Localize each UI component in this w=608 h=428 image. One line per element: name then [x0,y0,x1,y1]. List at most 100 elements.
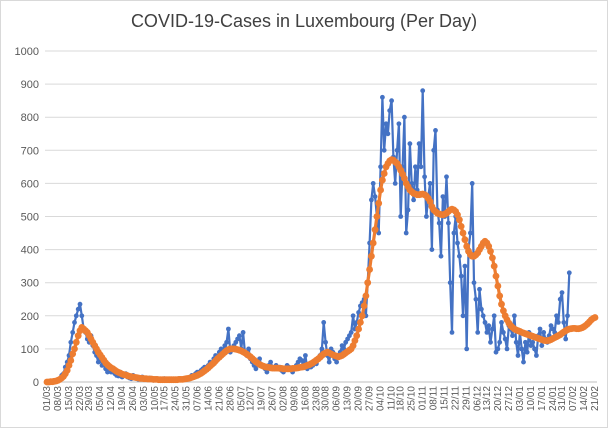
data-point [71,345,78,353]
data-point [373,213,381,220]
data-point [457,223,465,230]
data-point [70,330,76,335]
data-point [67,357,75,364]
data-point [477,286,482,292]
x-tick-label: 21/02 [590,386,601,411]
x-tick-label: 16/08 [300,386,311,411]
x-tick-label: 03/01 [515,386,526,411]
x-tick-label: 01/11 [418,386,429,411]
data-point [355,325,362,333]
data-point [371,226,379,234]
x-tick-label: 07/02 [568,386,579,411]
data-point [368,252,375,260]
data-point [264,369,270,375]
x-tick-label: 23/08 [311,386,322,411]
data-point [383,121,389,127]
data-point [471,280,477,286]
data-point [405,207,411,213]
data-point [369,197,374,203]
data-point [541,330,547,335]
data-point [490,262,498,270]
data-point [501,330,506,335]
data-point [353,332,361,340]
data-point [268,359,273,365]
data-point [436,220,442,226]
x-tick-label: 21/06 [214,386,225,411]
data-point [447,280,453,286]
data-point [504,346,510,352]
x-tick-label: 13/12 [482,386,493,411]
data-point [334,359,339,365]
x-tick-label: 26/07 [267,386,278,411]
series-moving-average [43,156,599,386]
x-tick-label: 04/10 [376,386,387,411]
data-point [446,220,451,226]
data-point [394,147,400,153]
data-point [323,339,328,345]
x-tick-label: 25/10 [407,386,418,411]
x-tick-label: 11/10 [387,386,398,411]
data-point [591,314,599,321]
data-point [350,313,356,319]
data-point [72,320,77,325]
data-point [539,343,545,348]
data-point [512,313,517,319]
data-point [366,266,373,273]
data-point [513,339,519,345]
data-point [480,313,486,319]
chart-title: COVID-19-Cases in Luxembourg (Per Day) [130,11,478,31]
data-point [418,164,424,170]
data-point [357,319,364,326]
data-point [372,194,378,200]
data-point [380,170,388,177]
series-line [47,89,571,384]
data-point [438,253,444,259]
data-point [348,330,354,335]
series-daily-cases [44,88,572,385]
data-point [458,273,464,279]
x-tick-label: 03/05 [139,386,150,411]
x-tick-label: 14/02 [579,386,590,411]
data-point [237,333,242,339]
data-point [475,330,481,335]
data-point [563,336,569,342]
x-tick-label: 14/06 [203,386,214,411]
data-point [494,282,502,290]
data-point [487,247,494,255]
data-point [490,326,495,332]
data-point [319,346,325,352]
data-point [460,313,466,319]
data-point [413,164,418,170]
x-tick-label: 08/11 [429,386,440,411]
x-tick-label: 27/12 [504,386,515,411]
y-tick-label: 400 [21,245,39,257]
x-tick-label: 07/06 [192,386,203,411]
data-point [79,313,85,319]
data-point [524,349,530,355]
data-point [411,197,416,203]
data-point [566,270,572,276]
data-point [492,272,500,280]
y-tick-label: 200 [21,311,39,323]
y-tick-label: 700 [21,145,39,157]
data-point [420,88,426,94]
data-point [499,320,504,325]
data-point [240,330,246,335]
data-point [449,330,455,335]
data-point [559,290,565,295]
data-point [444,174,449,180]
x-tick-label: 06/12 [473,386,484,411]
data-point [303,353,308,358]
x-tick-label: 24/05 [170,386,181,411]
x-tick-label: 30/08 [321,386,332,411]
data-point [403,230,409,236]
x-tick-label: 02/08 [278,386,289,411]
data-point [482,320,488,325]
data-point [72,338,80,346]
x-tick-label: 06/09 [332,386,343,411]
data-point [381,147,387,153]
data-point [364,279,372,287]
data-point [565,313,570,319]
data-point [451,230,457,236]
